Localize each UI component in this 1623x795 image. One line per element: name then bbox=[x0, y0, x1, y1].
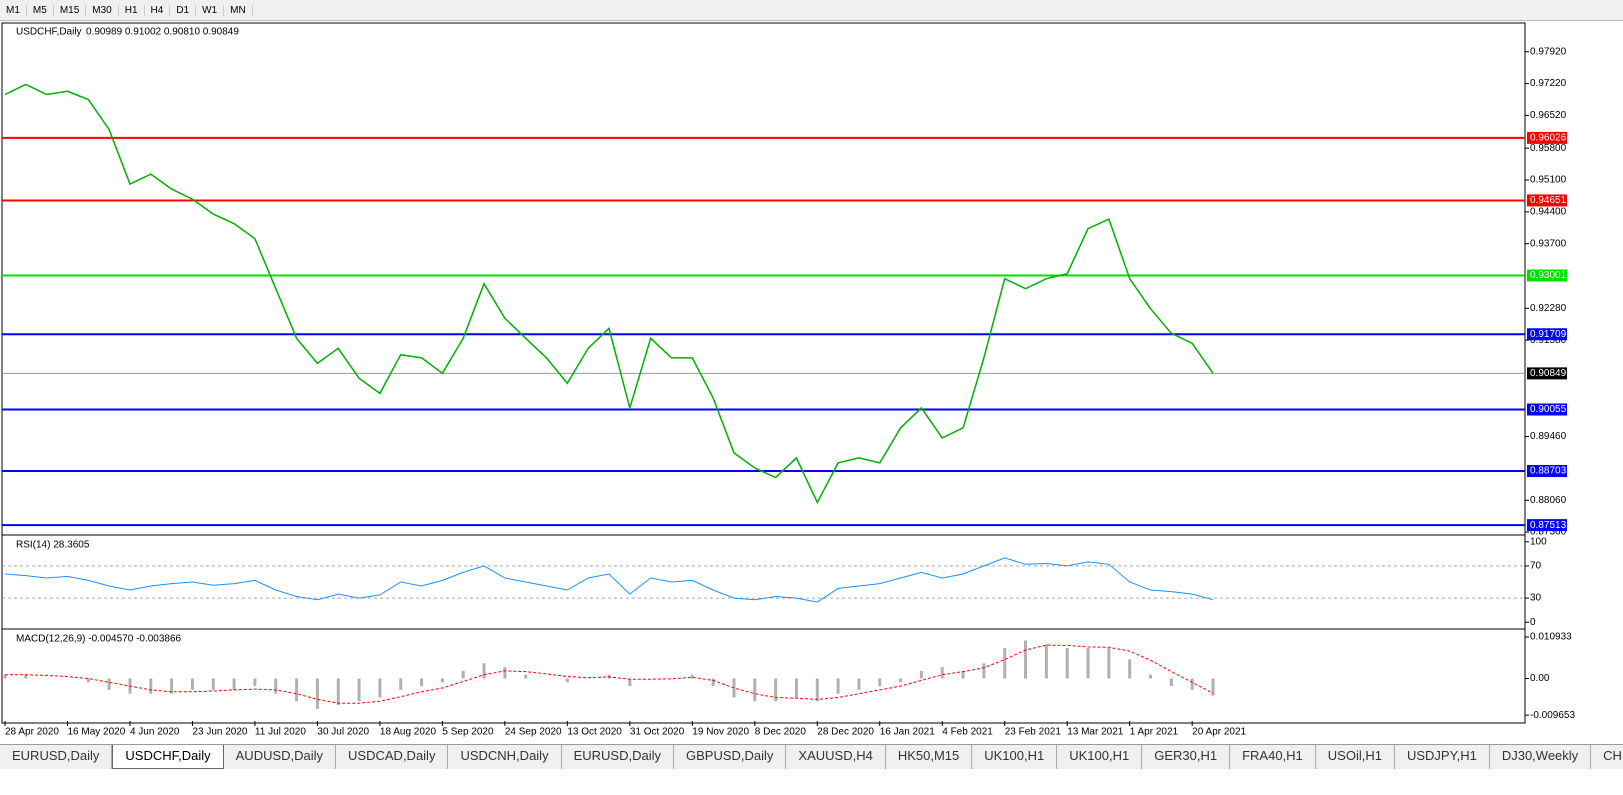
level-label: 0.91709 bbox=[1530, 329, 1567, 340]
y-tick-label: 0.97220 bbox=[1530, 78, 1567, 89]
x-tick-label: 13 Oct 2020 bbox=[567, 727, 622, 738]
line bbox=[4, 83, 1214, 505]
x-tick-label: 4 Jun 2020 bbox=[130, 727, 180, 738]
y-tick-label: 0.87360 bbox=[1530, 527, 1567, 538]
y-tick-label: 0.97920 bbox=[1530, 46, 1567, 57]
x-tick-label: 11 Jul 2020 bbox=[255, 727, 306, 738]
chart-tab[interactable]: AUDUSD,Daily bbox=[224, 745, 337, 769]
chart-tab[interactable]: XAUUSD,H4 bbox=[786, 745, 886, 769]
x-tick-label: 28 Dec 2020 bbox=[817, 727, 874, 738]
chart-tab[interactable]: UK100,H1 bbox=[972, 745, 1058, 769]
y-tick-label: 0.91580 bbox=[1530, 335, 1567, 346]
y-tick-label: -0.009653 bbox=[1530, 710, 1575, 721]
x-tick-label: 30 Jul 2020 bbox=[317, 727, 369, 738]
y-tick-label: 0.96520 bbox=[1530, 110, 1567, 121]
x-tick-label: 31 Oct 2020 bbox=[630, 727, 685, 738]
panel-title: USDCHF,Daily bbox=[16, 27, 82, 38]
level-tag bbox=[1527, 403, 1567, 416]
x-tick-label: 5 Sep 2020 bbox=[442, 727, 494, 738]
x-tick-label: 16 Jan 2021 bbox=[880, 727, 935, 738]
level-label: 0.94651 bbox=[1530, 195, 1567, 206]
x-tick-label: 13 Mar 2021 bbox=[1067, 727, 1124, 738]
x-tick-label: 24 Sep 2020 bbox=[505, 727, 562, 738]
x-tick-label: 20 Apr 2021 bbox=[1192, 727, 1246, 738]
x-tick-label: 19 Nov 2020 bbox=[692, 727, 749, 738]
tab-bar: EURUSD,Daily USDCHF,Daily AUDUSD,Daily USDC… bbox=[0, 744, 1623, 769]
chart-tab[interactable]: USDJPY,H1 bbox=[1395, 745, 1490, 769]
chart-tab[interactable]: FRA40,H1 bbox=[1230, 745, 1316, 769]
y-tick-label: 70 bbox=[1530, 561, 1542, 572]
y-tick-label: 0.010933 bbox=[1530, 632, 1572, 643]
level-label: 0.88703 bbox=[1530, 466, 1567, 477]
x-tick-label: 1 Apr 2021 bbox=[1130, 727, 1179, 738]
chart-tab[interactable]: USDCAD,Daily bbox=[336, 745, 449, 769]
x-tick-label: 18 Aug 2020 bbox=[380, 727, 437, 738]
chart-tab[interactable]: GBPUSD,Daily bbox=[674, 745, 787, 769]
level-tag bbox=[1527, 465, 1567, 478]
y-tick-label: 0.92280 bbox=[1530, 303, 1567, 314]
level-tag bbox=[1527, 519, 1567, 532]
timeframe-button[interactable]: M30 bbox=[86, 4, 119, 16]
chart-tab[interactable]: EURUSD,Daily bbox=[0, 745, 113, 769]
x-tick-label: 8 Dec 2020 bbox=[755, 727, 807, 738]
chart-tab[interactable]: USDCNH,Daily bbox=[448, 745, 562, 769]
x-tick-label: 23 Feb 2021 bbox=[1005, 727, 1062, 738]
y-tick-label: 0.88060 bbox=[1530, 495, 1567, 506]
chart-tab[interactable]: GER30,H1 bbox=[1142, 745, 1231, 769]
x-tick-label: 28 Apr 2020 bbox=[5, 727, 59, 738]
level-tag bbox=[1527, 328, 1567, 341]
y-tick-label: 0.93700 bbox=[1530, 238, 1567, 249]
timeframe-button[interactable]: M15 bbox=[54, 4, 87, 16]
timeframe-button[interactable]: H4 bbox=[145, 4, 171, 16]
symbol-quote: 0.90989 0.91002 0.90810 0.90849 bbox=[86, 27, 239, 38]
current-price-tag bbox=[1527, 367, 1567, 380]
line bbox=[4, 557, 1214, 603]
level-tag bbox=[1527, 131, 1567, 144]
chart-tab[interactable]: EURUSD,Daily bbox=[562, 745, 674, 769]
chart-tab[interactable]: USDCHF,Daily bbox=[112, 745, 224, 769]
timeframe-button[interactable]: M1 bbox=[0, 4, 27, 16]
chart-tab[interactable]: USOil,H1 bbox=[1316, 745, 1395, 769]
y-tick-label: 0.94400 bbox=[1530, 207, 1567, 218]
x-tick-label: 16 May 2020 bbox=[67, 727, 125, 738]
chart-tab[interactable]: CHINA300,H1 bbox=[1591, 745, 1623, 769]
level-label: 0.87513 bbox=[1530, 520, 1567, 531]
level-label: 0.96026 bbox=[1530, 133, 1567, 144]
chart-tab[interactable]: HK50,M15 bbox=[886, 745, 973, 769]
y-tick-label: 0.00 bbox=[1530, 673, 1550, 684]
chart-tab[interactable]: UK100,H1 bbox=[1057, 745, 1143, 769]
line bbox=[5, 644, 1214, 704]
y-tick-label: 0.95100 bbox=[1530, 175, 1567, 186]
level-label: 0.93001 bbox=[1530, 270, 1567, 281]
y-tick-label: 100 bbox=[1530, 536, 1547, 547]
x-tick-label: 23 Jun 2020 bbox=[192, 727, 247, 738]
level-label: 0.90055 bbox=[1530, 404, 1567, 415]
timeframe-button[interactable]: MN bbox=[224, 4, 253, 16]
toolbar: M1 M5 M15 M30 H1 H4 D1 W1 MN bbox=[0, 0, 1623, 21]
chart-tab[interactable]: DJ30,Weekly bbox=[1490, 745, 1592, 769]
y-tick-label: 0.89460 bbox=[1530, 431, 1567, 442]
chart-window: USDCHF,Daily 0.97920 0.97220 0.96520 0.95800… bbox=[1, 22, 1575, 738]
x-tick-label: 4 Feb 2021 bbox=[942, 727, 993, 738]
level-tag bbox=[1527, 194, 1567, 207]
timeframe-button[interactable]: D1 bbox=[170, 4, 197, 16]
current-price-label: 0.90849 bbox=[1530, 368, 1567, 379]
y-tick-label: 30 bbox=[1530, 593, 1542, 604]
panel-title: MACD(12,26,9) -0.004570 -0.003866 bbox=[16, 634, 182, 645]
level-tag bbox=[1527, 269, 1567, 282]
y-tick-label: 0 bbox=[1530, 617, 1536, 628]
timeframe-button[interactable]: M5 bbox=[27, 4, 54, 16]
timeframe-button[interactable]: W1 bbox=[196, 4, 225, 16]
panel-title: RSI(14) 28.3605 bbox=[16, 540, 90, 551]
timeframe-button[interactable]: H1 bbox=[119, 4, 145, 16]
y-tick-label: 0.95800 bbox=[1530, 143, 1567, 154]
